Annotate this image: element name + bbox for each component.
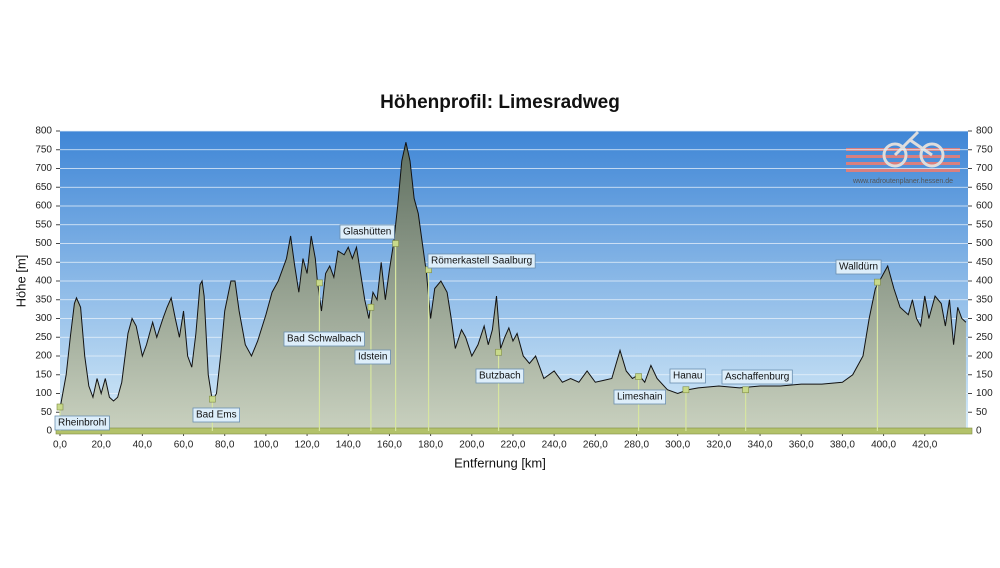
x-tick-label: 80,0 (215, 440, 235, 451)
y-tick-label: 0 (46, 426, 52, 437)
elevation-area (60, 142, 966, 431)
y-tick-label: 450 (35, 257, 52, 268)
y2-tick-label: 500 (976, 238, 993, 249)
y2-tick-label: 350 (976, 294, 993, 305)
x-tick-label: 200,0 (459, 440, 484, 451)
y-tick-label: 500 (35, 238, 52, 249)
waypoint-marker (635, 373, 642, 380)
y-tick-label: 250 (35, 332, 52, 343)
y-tick-label: 350 (35, 294, 52, 305)
x-tick-label: 20,0 (91, 440, 111, 451)
waypoint-box (613, 389, 666, 405)
x-tick-label: 240,0 (542, 440, 567, 451)
waypoint-marker (367, 303, 375, 311)
y-tick-label: 550 (35, 219, 52, 230)
x-tick-label: 160,0 (377, 440, 402, 451)
x-tick-label: 60,0 (174, 440, 194, 451)
waypoint-box (354, 349, 391, 365)
y2-tick-label: 250 (976, 332, 993, 343)
x-tick-label: 40,0 (133, 440, 153, 451)
y2-tick-label: 400 (976, 276, 993, 287)
y2-tick-label: 50 (976, 407, 988, 418)
y-tick-label: 150 (35, 369, 52, 380)
waypoint-marker (874, 278, 881, 286)
y2-tick-label: 600 (976, 201, 993, 212)
y2-tick-label: 700 (976, 163, 993, 174)
x-tick-label: 100,0 (253, 440, 278, 451)
x-tick-label: 120,0 (295, 440, 320, 451)
ground-bar (55, 427, 973, 435)
waypoint-box (475, 368, 525, 384)
y2-tick-label: 450 (976, 257, 993, 268)
waypoint-marker (392, 240, 399, 247)
waypoint-label: Römerkastell Saalburg (431, 256, 532, 267)
waypoint-box (283, 331, 365, 347)
y2-tick-label: 800 (976, 126, 993, 137)
x-tick-label: 140,0 (336, 440, 361, 451)
y-tick-label: 400 (35, 276, 52, 287)
x-tick-label: 400,0 (871, 440, 896, 451)
waypoint-box (835, 259, 882, 275)
waypoint-box (192, 407, 240, 423)
y2-tick-label: 650 (976, 182, 993, 193)
waypoint-box (339, 224, 395, 240)
waypoint-label: Aschaffenburg (725, 372, 789, 383)
waypoint-label: Butzbach (479, 371, 521, 382)
y2-tick-label: 150 (976, 369, 993, 380)
x-tick-label: 180,0 (418, 440, 443, 451)
y-tick-label: 700 (35, 163, 52, 174)
waypoint-marker (682, 386, 690, 394)
waypoint-box (54, 415, 110, 431)
y-tick-label: 200 (35, 351, 52, 362)
waypoint-label: Hanau (673, 371, 702, 382)
chart-title: Höhenprofil: Limesradweg (380, 92, 620, 113)
waypoint-label: Bad Schwalbach (287, 334, 362, 345)
y2-tick-label: 750 (976, 144, 993, 155)
elevation-line (59, 142, 967, 409)
y-tick-label: 100 (35, 388, 52, 399)
waypoint-box (669, 368, 706, 384)
y-tick-label: 650 (35, 182, 52, 193)
x-tick-label: 260,0 (583, 440, 608, 451)
x-tick-label: 320,0 (706, 440, 731, 451)
x-axis-label: Entfernung [km] (454, 455, 546, 470)
waypoint-label: Rheinbrohl (58, 418, 106, 429)
x-tick-label: 340,0 (748, 440, 773, 451)
y2-tick-label: 300 (976, 313, 993, 324)
y-axis-label: Höhe [m] (13, 255, 28, 308)
y2-tick-label: 550 (976, 219, 993, 230)
waypoint-label: Glashütten (343, 227, 391, 238)
waypoint-label: Bad Ems (196, 410, 237, 421)
waypoint-marker (56, 403, 64, 411)
waypoint-box (721, 369, 793, 385)
y-tick-label: 50 (41, 407, 53, 418)
waypoint-label: Limeshain (617, 392, 663, 403)
waypoint-marker (495, 348, 502, 356)
y-tick-label: 300 (35, 313, 52, 324)
waypoint-box (427, 253, 536, 269)
x-tick-label: 360,0 (789, 440, 814, 451)
y-tick-label: 750 (35, 144, 52, 155)
waypoint-marker (742, 386, 749, 394)
waypoint-marker (209, 395, 216, 403)
x-tick-label: 280,0 (624, 440, 649, 451)
x-tick-label: 380,0 (830, 440, 855, 451)
x-tick-label: 220,0 (500, 440, 525, 451)
y2-tick-label: 100 (976, 388, 993, 399)
x-tick-label: 420,0 (912, 440, 937, 451)
y-tick-label: 800 (35, 126, 52, 137)
y2-tick-label: 200 (976, 351, 993, 362)
y-tick-label: 600 (35, 201, 52, 212)
watermark: www.radroutenplaner.hessen.de (852, 178, 953, 185)
x-tick-label: 300,0 (665, 440, 690, 451)
x-tick-label: 0,0 (53, 440, 67, 451)
y2-tick-label: 0 (976, 426, 982, 437)
waypoint-label: Walldürn (839, 262, 878, 273)
waypoint-label: Idstein (358, 352, 387, 363)
waypoint-marker (316, 279, 323, 287)
